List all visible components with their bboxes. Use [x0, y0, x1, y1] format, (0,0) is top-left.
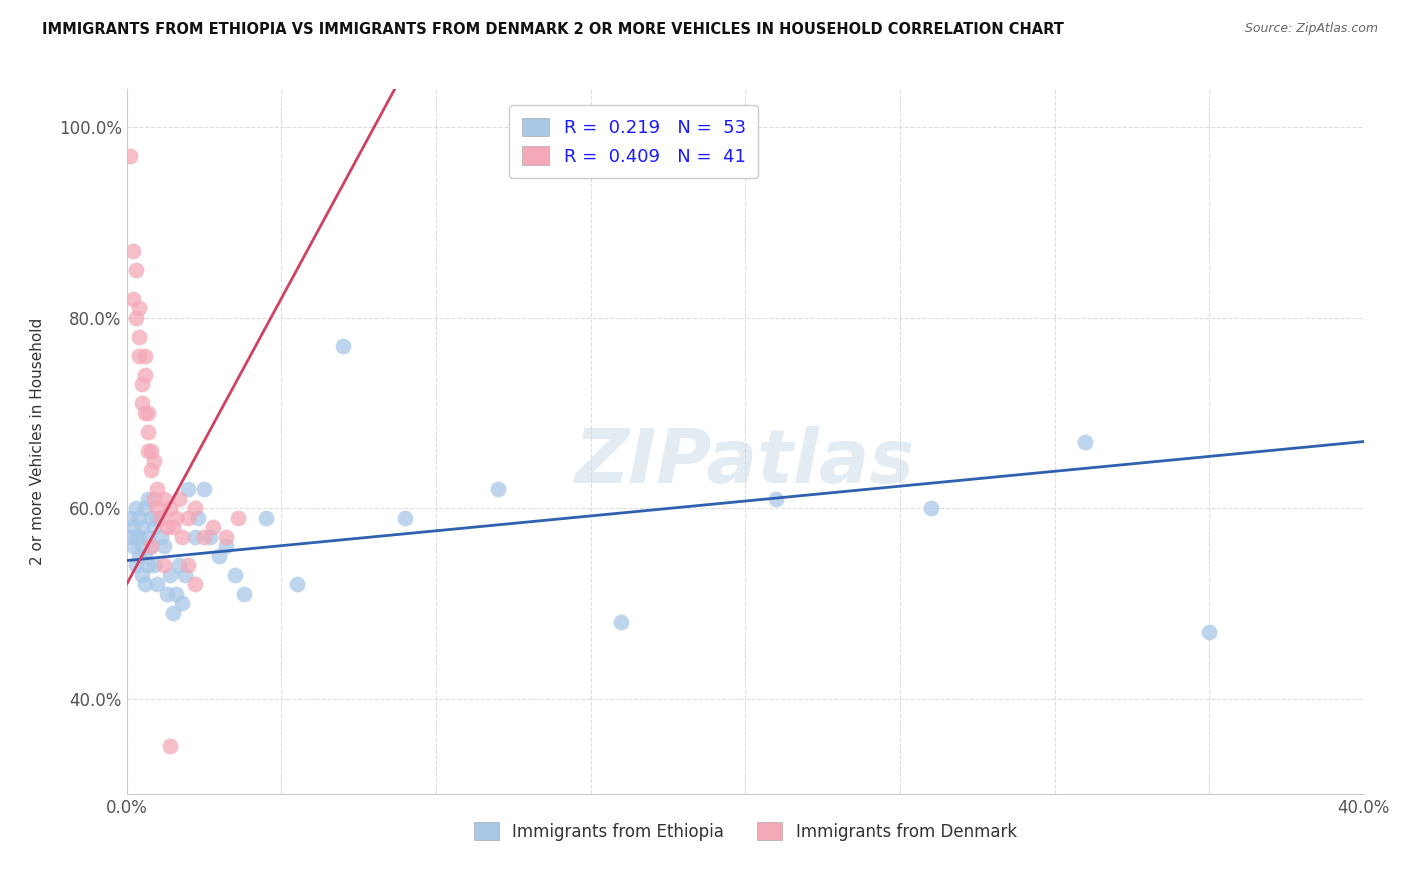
Point: [121, 520, 143, 534]
Point: [121, 292, 143, 306]
Point: [134, 501, 156, 516]
Point: [214, 539, 236, 553]
Point: [121, 539, 143, 553]
Point: [121, 244, 143, 258]
Point: [136, 491, 159, 506]
Point: [128, 549, 150, 563]
Point: [224, 567, 246, 582]
Point: [128, 330, 150, 344]
Point: [198, 530, 221, 544]
Point: [167, 558, 190, 573]
Point: [165, 510, 187, 524]
Point: [131, 567, 153, 582]
Point: [159, 567, 181, 582]
Point: [172, 530, 194, 544]
Point: [486, 482, 509, 496]
Point: [149, 510, 172, 524]
Point: [165, 587, 187, 601]
Point: [920, 501, 942, 516]
Point: [193, 482, 215, 496]
Point: [152, 491, 174, 506]
Point: [156, 520, 179, 534]
Point: [141, 444, 163, 458]
Point: [167, 491, 190, 506]
Point: [136, 530, 159, 544]
Point: [177, 510, 200, 524]
Point: [141, 539, 163, 553]
Point: [146, 510, 169, 524]
Point: [159, 739, 181, 754]
Point: [134, 349, 156, 363]
Point: [187, 510, 209, 524]
Y-axis label: 2 or more Vehicles in Household: 2 or more Vehicles in Household: [30, 318, 45, 566]
Point: [146, 577, 169, 591]
Point: [143, 491, 166, 506]
Point: [202, 520, 225, 534]
Point: [128, 510, 150, 524]
Point: [174, 567, 197, 582]
Point: [136, 425, 159, 439]
Point: [141, 463, 163, 477]
Point: [118, 530, 141, 544]
Text: IMMIGRANTS FROM ETHIOPIA VS IMMIGRANTS FROM DENMARK 2 OR MORE VEHICLES IN HOUSEH: IMMIGRANTS FROM ETHIOPIA VS IMMIGRANTS F…: [42, 22, 1064, 37]
Point: [177, 558, 200, 573]
Point: [1074, 434, 1097, 449]
Point: [332, 339, 354, 353]
Point: [134, 406, 156, 420]
Point: [183, 530, 205, 544]
Point: [162, 520, 184, 534]
Point: [172, 596, 194, 610]
Point: [131, 396, 153, 410]
Point: [143, 453, 166, 467]
Point: [183, 577, 205, 591]
Point: [128, 530, 150, 544]
Point: [177, 482, 200, 496]
Point: [183, 501, 205, 516]
Point: [141, 510, 163, 524]
Point: [125, 530, 148, 544]
Point: [125, 263, 148, 277]
Point: [118, 510, 141, 524]
Point: [136, 444, 159, 458]
Point: [146, 501, 169, 516]
Text: ZIPatlas: ZIPatlas: [575, 426, 915, 500]
Point: [226, 510, 249, 524]
Point: [233, 587, 256, 601]
Point: [152, 558, 174, 573]
Point: [214, 530, 236, 544]
Point: [765, 491, 787, 506]
Point: [136, 406, 159, 420]
Point: [143, 520, 166, 534]
Point: [131, 520, 153, 534]
Point: [156, 587, 179, 601]
Point: [610, 615, 633, 630]
Point: [134, 577, 156, 591]
Point: [159, 501, 181, 516]
Point: [131, 377, 153, 392]
Point: [128, 301, 150, 316]
Point: [208, 549, 231, 563]
Point: [141, 539, 163, 553]
Point: [128, 349, 150, 363]
Point: [162, 606, 184, 620]
Point: [118, 149, 141, 163]
Legend: Immigrants from Ethiopia, Immigrants from Denmark: Immigrants from Ethiopia, Immigrants fro…: [465, 814, 1025, 849]
Point: [125, 501, 148, 516]
Text: Source: ZipAtlas.com: Source: ZipAtlas.com: [1244, 22, 1378, 36]
Point: [134, 549, 156, 563]
Point: [394, 510, 416, 524]
Point: [125, 558, 148, 573]
Point: [193, 530, 215, 544]
Point: [134, 368, 156, 382]
Point: [125, 310, 148, 325]
Point: [149, 530, 172, 544]
Point: [131, 539, 153, 553]
Point: [285, 577, 308, 591]
Point: [143, 558, 166, 573]
Point: [254, 510, 277, 524]
Point: [152, 539, 174, 553]
Point: [136, 558, 159, 573]
Point: [146, 482, 169, 496]
Point: [1198, 625, 1220, 640]
